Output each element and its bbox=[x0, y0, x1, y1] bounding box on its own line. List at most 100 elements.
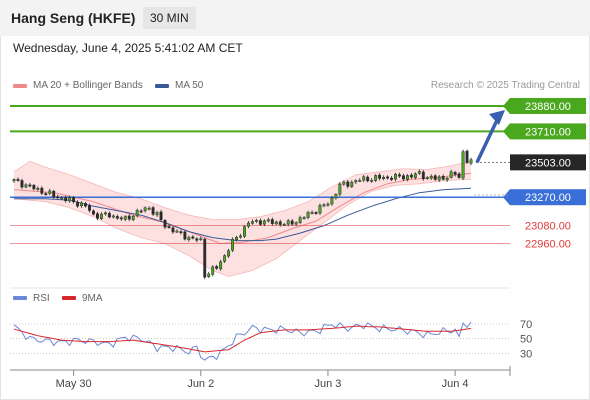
candle-body bbox=[143, 207, 147, 212]
candle-body bbox=[159, 211, 163, 221]
forecast-arrow-head bbox=[489, 109, 505, 125]
candle-body bbox=[465, 150, 469, 163]
candle-body bbox=[378, 174, 382, 179]
forecast-arrow-shaft bbox=[475, 115, 501, 164]
candle-body bbox=[469, 159, 473, 164]
candle-body bbox=[258, 220, 262, 225]
candle-body bbox=[20, 180, 24, 188]
candle-body bbox=[131, 215, 135, 220]
candle-body bbox=[262, 220, 266, 225]
candle-body bbox=[12, 179, 16, 182]
rsi-tick-label-50: 50 bbox=[520, 334, 532, 346]
chart-header: Hang Seng (HKFE) 30 MIN bbox=[0, 0, 590, 36]
rsi-ma9-line bbox=[13, 325, 472, 353]
timeframe-badge[interactable]: 30 MIN bbox=[143, 7, 196, 29]
candle-body bbox=[155, 212, 159, 216]
candle-body bbox=[56, 196, 60, 199]
candle-body bbox=[290, 220, 294, 225]
candle-body bbox=[461, 151, 465, 179]
research-credit: Research © 2025 Trading Central bbox=[430, 80, 580, 91]
candle-body bbox=[398, 174, 401, 177]
candle-body bbox=[425, 177, 429, 179]
instrument-title: Hang Seng (HKFE) bbox=[11, 10, 136, 26]
candle-body bbox=[203, 238, 207, 278]
candle-body bbox=[429, 176, 433, 179]
rsi-line bbox=[13, 321, 472, 361]
candle-body bbox=[16, 179, 20, 181]
candle-body bbox=[243, 226, 246, 237]
candle-body bbox=[433, 175, 437, 180]
level-label-pivot-3: 23270.00 bbox=[525, 192, 571, 204]
ma9-legend-label: 9MA bbox=[82, 293, 103, 304]
candle-body bbox=[278, 221, 282, 225]
candle-body bbox=[386, 176, 389, 179]
candle-body bbox=[195, 238, 199, 241]
x-tick-label: Jun 3 bbox=[314, 378, 341, 390]
candle-body bbox=[350, 181, 354, 187]
candle-body bbox=[266, 219, 270, 222]
candle-body bbox=[314, 212, 318, 214]
candle-body bbox=[354, 180, 358, 183]
candle-body bbox=[175, 230, 179, 233]
candle-body bbox=[92, 210, 95, 215]
candle-body bbox=[52, 190, 56, 198]
candle-body bbox=[199, 238, 203, 241]
candle-body bbox=[167, 226, 171, 228]
candle-body bbox=[382, 177, 386, 180]
chart-timestamp: Wednesday, June 4, 2025 5:41:02 AM CET bbox=[13, 41, 243, 55]
candle-body bbox=[139, 210, 143, 213]
candle-body bbox=[135, 210, 139, 216]
candle-body bbox=[163, 220, 167, 228]
candle-body bbox=[401, 175, 405, 180]
candle-body bbox=[123, 216, 127, 220]
x-tick-label: Jun 4 bbox=[442, 378, 469, 390]
candle-body bbox=[362, 176, 366, 181]
candle-body bbox=[64, 197, 68, 201]
candle-body bbox=[32, 184, 36, 190]
rsi-tick-label-30: 30 bbox=[520, 348, 532, 360]
ma50-legend-label: MA 50 bbox=[175, 80, 204, 91]
level-label-support-4: 23080.00 bbox=[525, 221, 571, 233]
resistance-label-pointer-0 bbox=[503, 97, 510, 114]
candle-body bbox=[366, 176, 370, 182]
candle-body bbox=[127, 215, 131, 220]
candle-body bbox=[342, 181, 346, 185]
candle-body bbox=[24, 184, 28, 188]
level-label-support-5: 22960.00 bbox=[525, 239, 571, 251]
bb-legend-swatch bbox=[13, 84, 27, 88]
candle-body bbox=[28, 184, 32, 187]
candle-body bbox=[211, 266, 215, 275]
candle-body bbox=[219, 261, 223, 270]
candle-body bbox=[183, 231, 187, 240]
ma50-legend-swatch bbox=[155, 84, 169, 88]
x-tick-label: May 30 bbox=[56, 378, 92, 390]
candle-body bbox=[390, 177, 393, 180]
candle-body bbox=[96, 213, 99, 219]
candle-body bbox=[44, 193, 48, 196]
candle-body bbox=[294, 222, 298, 225]
candle-body bbox=[302, 217, 306, 220]
candle-body bbox=[88, 205, 91, 211]
candle-body bbox=[72, 197, 76, 203]
candle-body bbox=[374, 175, 378, 181]
bb-legend-label: MA 20 + Bollinger Bands bbox=[33, 80, 143, 91]
candle-body bbox=[40, 187, 44, 194]
candle-body bbox=[286, 220, 290, 225]
candle-body bbox=[330, 197, 334, 205]
last-price-label-bg bbox=[510, 154, 586, 171]
candle-body bbox=[231, 238, 235, 251]
level-label-resistance-0: 23880.00 bbox=[525, 101, 571, 113]
candle-body bbox=[306, 212, 310, 218]
candle-body bbox=[441, 176, 445, 180]
pivot-label-pointer bbox=[503, 189, 510, 206]
candle-body bbox=[227, 250, 231, 257]
ma20-line bbox=[13, 172, 472, 245]
bollinger-upper-line bbox=[13, 160, 472, 221]
ma9-legend-swatch bbox=[62, 296, 76, 300]
candle-body bbox=[417, 171, 421, 174]
resistance-label-bg-1 bbox=[510, 123, 586, 140]
candle-body bbox=[84, 203, 87, 207]
candle-body bbox=[334, 194, 338, 199]
candle-body bbox=[179, 231, 183, 234]
